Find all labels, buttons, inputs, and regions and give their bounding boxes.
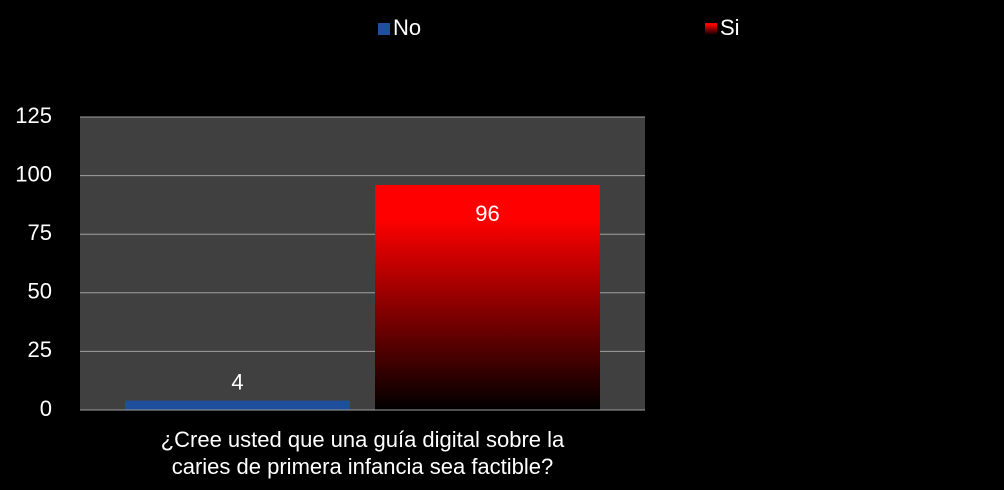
- y-tick-label: 75: [28, 220, 52, 245]
- legend-marker: [705, 23, 717, 35]
- y-tick-label: 0: [40, 396, 52, 421]
- bar: [125, 400, 350, 410]
- data-label: 4: [231, 369, 243, 394]
- y-tick-label: 25: [28, 337, 52, 362]
- legend-label: Si: [720, 15, 740, 40]
- legend-label: No: [393, 15, 421, 40]
- y-tick-label: 50: [28, 279, 52, 304]
- data-label: 96: [475, 201, 499, 226]
- x-tick-label: ¿Cree usted que una guía digital sobre l…: [161, 427, 565, 479]
- y-tick-label: 125: [15, 103, 52, 128]
- bar: [375, 184, 600, 410]
- y-tick-label: 100: [15, 161, 52, 186]
- legend-marker: [378, 23, 390, 35]
